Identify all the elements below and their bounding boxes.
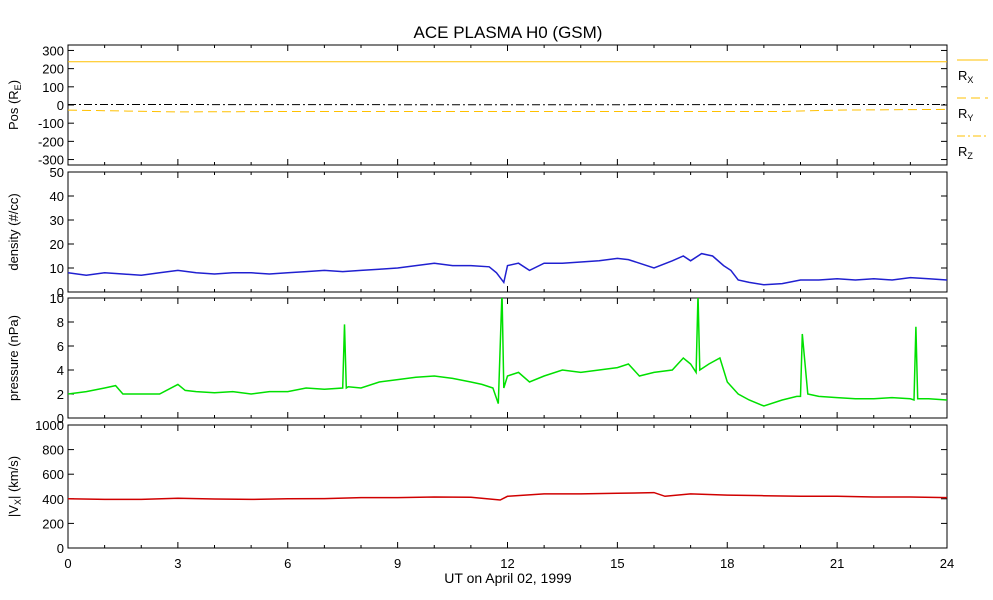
x-tick-label: 0 <box>64 556 71 571</box>
velocity-y-axis-label: |VX| (km/s) <box>6 456 23 517</box>
density-series-line <box>68 252 947 286</box>
velocity-ytick-label: 200 <box>42 516 64 531</box>
velocity-y-axis-label-main: |V <box>6 505 21 517</box>
position-series-line <box>68 108 947 113</box>
legend-label-main: R <box>958 68 967 83</box>
density-frame <box>67 171 948 293</box>
density-y-axis-label: density (#/cc) <box>6 193 21 270</box>
x-tick-label: 9 <box>394 556 401 571</box>
density-ytick-label: 50 <box>50 165 64 180</box>
x-tick-label: 12 <box>500 556 514 571</box>
density-ytick-label: 40 <box>50 189 64 204</box>
velocity-ytick-label: 600 <box>42 467 64 482</box>
x-tick-label: 24 <box>940 556 954 571</box>
legend-label-2: RZ <box>958 144 973 161</box>
x-tick-label: 15 <box>610 556 624 571</box>
position-y-axis-label-sub: E <box>13 84 23 90</box>
velocity-ytick-label: 1000 <box>35 418 64 433</box>
pressure-ytick-label: 8 <box>57 315 64 330</box>
pressure-ytick-label: 0 <box>57 411 64 426</box>
velocity-y-axis-label-end: | (km/s) <box>6 456 21 499</box>
x-tick-label: 3 <box>174 556 181 571</box>
density-ytick-label: 10 <box>50 261 64 276</box>
legend-label-sub: X <box>967 75 973 85</box>
pressure-frame <box>67 297 948 419</box>
density-ytick-label: 20 <box>50 237 64 252</box>
position-ytick-label: 200 <box>42 62 64 77</box>
position-y-axis-label: Pos (RE) <box>6 80 23 130</box>
velocity-ytick-label: 800 <box>42 443 64 458</box>
position-ytick-label: -300 <box>38 153 64 168</box>
position-ytick-label: 100 <box>42 80 64 95</box>
density-ytick-label: 0 <box>57 285 64 300</box>
x-tick-label: 21 <box>830 556 844 571</box>
pressure-series-line <box>68 298 947 407</box>
legend-label-0: RX <box>958 68 973 85</box>
chart-title: ACE PLASMA H0 (GSM) <box>414 23 603 42</box>
pressure-ytick-label: 4 <box>57 363 64 378</box>
position-ytick-label: -100 <box>38 116 64 131</box>
x-tick-label: 18 <box>720 556 734 571</box>
legend-label-1: RY <box>958 106 973 123</box>
position-ytick-label: 300 <box>42 43 64 58</box>
density-ytick-label: 30 <box>50 213 64 228</box>
legend-label-main: R <box>958 106 967 121</box>
legend-label-sub: Z <box>967 151 973 161</box>
position-ytick-label: 0 <box>57 98 64 113</box>
x-axis-label: UT on April 02, 1999 <box>444 570 572 586</box>
velocity-series-line <box>68 491 947 501</box>
position-ytick-label: -200 <box>38 134 64 149</box>
velocity-frame <box>67 424 948 549</box>
velocity-ytick-label: 400 <box>42 492 64 507</box>
legend-label-main: R <box>958 144 967 159</box>
pressure-ytick-label: 2 <box>57 387 64 402</box>
legend-label-sub: Y <box>967 113 973 123</box>
velocity-ytick-label: 0 <box>57 541 64 556</box>
velocity-y-axis-label-sub: X <box>13 499 23 505</box>
position-y-axis-label-main: Pos (R <box>6 90 21 130</box>
pressure-y-axis-label: pressure (nPa) <box>6 315 21 401</box>
pressure-ytick-label: 6 <box>57 339 64 354</box>
position-y-axis-label-end: ) <box>6 80 21 84</box>
x-tick-label: 6 <box>284 556 291 571</box>
pressure-ytick-label: 10 <box>50 291 64 306</box>
